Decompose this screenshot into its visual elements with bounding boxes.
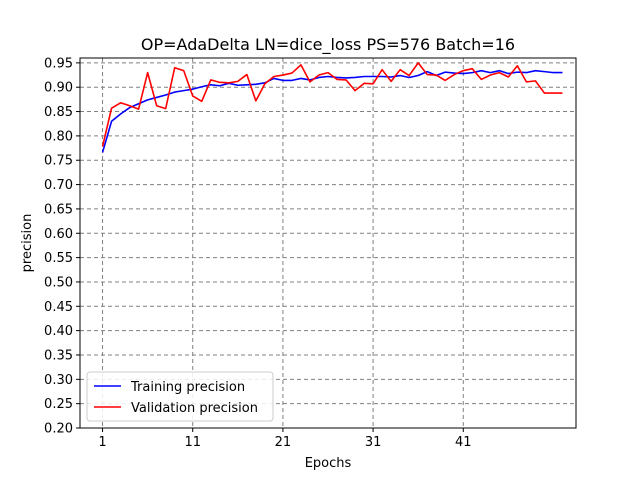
plot-series xyxy=(101,62,563,153)
y-tick-label: 0.80 xyxy=(44,129,73,144)
validation-precision-line xyxy=(101,62,563,147)
x-tick-label: 41 xyxy=(455,435,472,450)
y-tick-label: 0.30 xyxy=(44,373,73,388)
legend-label-training: Training precision xyxy=(130,380,245,395)
x-axis-label: Epochs xyxy=(305,456,352,471)
y-axis-label: precision xyxy=(20,214,35,273)
y-tick-label: 0.60 xyxy=(44,227,73,242)
y-tick-label: 0.25 xyxy=(44,397,73,412)
y-tick-label: 0.20 xyxy=(44,422,73,437)
y-tick-label: 0.40 xyxy=(44,324,73,339)
y-tick-label: 0.85 xyxy=(44,105,73,120)
y-axis: 0.20 0.25 0.30 0.35 0.40 0.45 0.50 0.55 0.60 0.65… xyxy=(44,56,80,437)
x-tick-label: 11 xyxy=(184,435,201,450)
y-tick-label: 0.75 xyxy=(44,154,73,169)
chart-title: OP=AdaDelta LN=dice_loss PS=576 Batch=16 xyxy=(141,35,515,55)
legend-box xyxy=(86,371,274,422)
y-tick-label: 0.35 xyxy=(44,348,73,363)
y-tick-label: 0.45 xyxy=(44,300,73,315)
y-tick-label: 0.95 xyxy=(44,56,73,71)
plot-area-frame xyxy=(79,57,577,429)
y-tick-label: 0.70 xyxy=(44,178,73,193)
y-tick-label: 0.90 xyxy=(44,81,73,96)
x-tick-label: 1 xyxy=(98,435,106,450)
y-tick-label: 0.55 xyxy=(44,251,73,266)
x-axis: 1 11 21 31 41 xyxy=(98,428,472,450)
y-tick-label: 0.50 xyxy=(44,275,73,290)
legend: Training precision Validation precision xyxy=(86,371,274,422)
x-tick-label: 31 xyxy=(365,435,382,450)
legend-label-validation: Validation precision xyxy=(131,401,258,416)
grid-lines xyxy=(80,58,576,429)
y-tick-label: 0.65 xyxy=(44,202,73,217)
x-tick-label: 21 xyxy=(275,435,292,450)
